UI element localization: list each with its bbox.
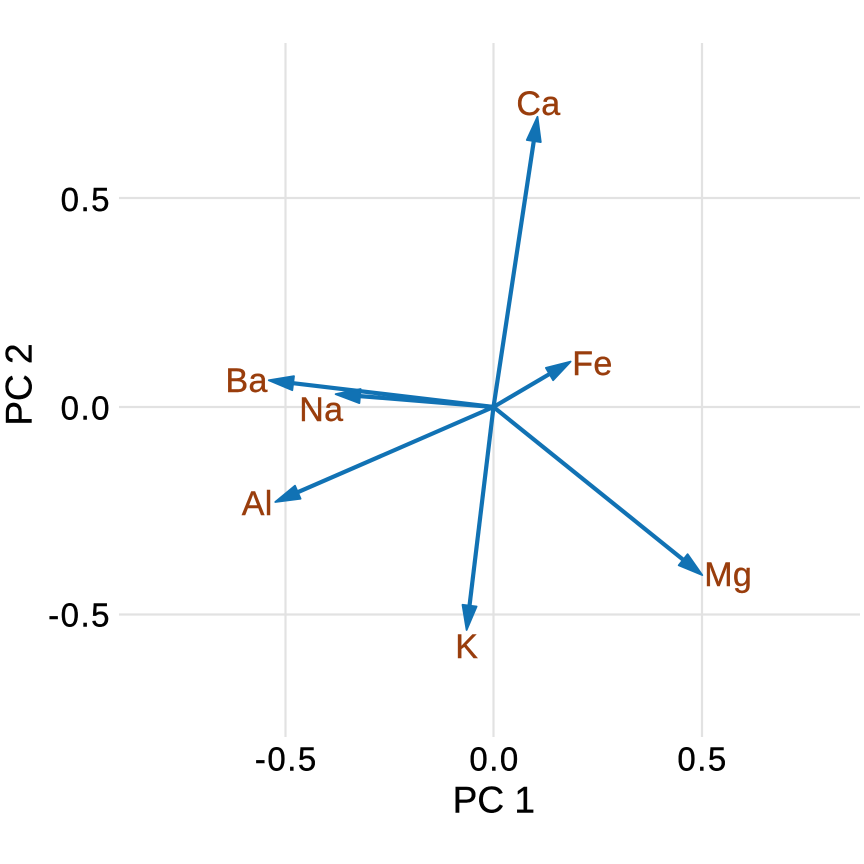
svg-text:-0.5: -0.5: [255, 741, 318, 778]
svg-text:Mg: Mg: [704, 556, 752, 594]
svg-text:0.0: 0.0: [61, 389, 111, 426]
svg-text:Na: Na: [299, 391, 343, 429]
svg-text:K: K: [455, 628, 478, 666]
svg-text:0.5: 0.5: [677, 741, 727, 778]
svg-text:0.0: 0.0: [469, 741, 519, 778]
svg-text:PC 2: PC 2: [0, 343, 39, 425]
svg-text:Al: Al: [242, 485, 273, 523]
svg-text:0.5: 0.5: [61, 181, 111, 218]
svg-text:-0.5: -0.5: [48, 596, 111, 633]
svg-text:Fe: Fe: [572, 345, 612, 383]
svg-text:Ba: Ba: [226, 362, 268, 400]
svg-text:Ca: Ca: [516, 85, 560, 123]
svg-text:PC 1: PC 1: [453, 780, 535, 821]
